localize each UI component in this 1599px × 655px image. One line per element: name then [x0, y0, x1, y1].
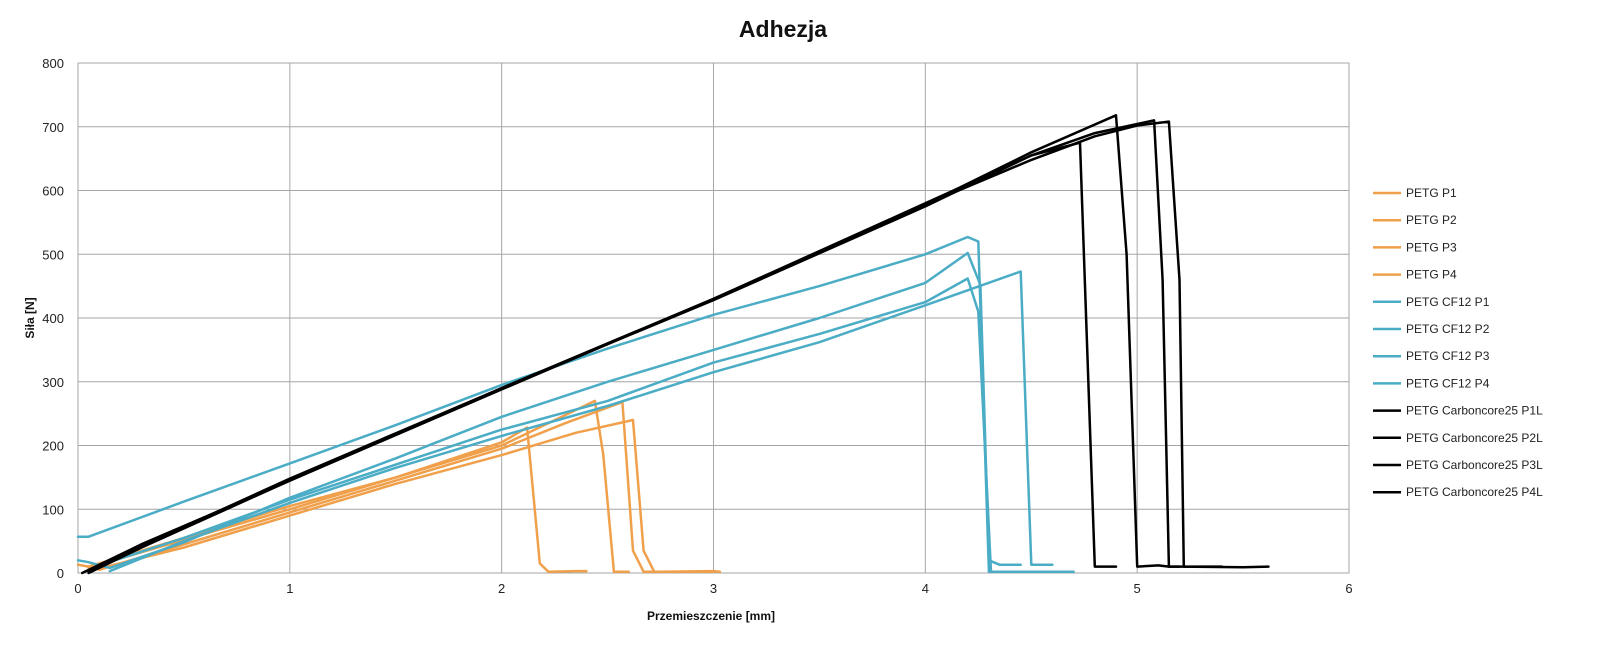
legend-item-label: PETG Carboncore25 P4L	[1406, 485, 1543, 499]
y-tick-label: 200	[42, 439, 64, 454]
y-tick-label: 100	[42, 502, 64, 517]
x-tick-label: 4	[922, 581, 929, 596]
legend-item-label: PETG Carboncore25 P1L	[1406, 404, 1543, 418]
x-tick-label: 1	[286, 581, 293, 596]
x-tick-label: 5	[1134, 581, 1141, 596]
y-tick-label: 600	[42, 184, 64, 199]
legend-item-label: PETG P2	[1406, 213, 1457, 227]
legend-item-label: PETG P4	[1406, 268, 1457, 282]
legend-item-label: PETG CF12 P2	[1406, 322, 1490, 336]
legend-item-label: PETG Carboncore25 P3L	[1406, 458, 1543, 472]
y-tick-label: 0	[57, 566, 64, 581]
legend: PETG P1 PETG P2 PETG P3 PETG P4 PETG CF12 P1…	[1373, 186, 1543, 499]
series-line-10	[87, 114, 1181, 575]
series-line-6	[76, 251, 1022, 570]
series-line-7	[97, 277, 1033, 573]
chart-title: Adhezja	[739, 16, 827, 42]
series-line-12	[87, 120, 1270, 573]
legend-item-label: PETG CF12 P3	[1406, 349, 1490, 363]
series-line-8	[108, 270, 1054, 573]
x-tick-label: 0	[74, 581, 81, 596]
series-line-4	[87, 418, 715, 573]
y-tick-label: 500	[42, 247, 64, 262]
y-tick-label: 800	[42, 56, 64, 71]
y-tick-label: 400	[42, 311, 64, 326]
series-lines	[76, 114, 1270, 575]
legend-item-label: PETG CF12 P1	[1406, 295, 1490, 309]
legend-item-label: PETG P1	[1406, 186, 1457, 200]
x-tick-label: 2	[498, 581, 505, 596]
legend-item-label: PETG CF12 P4	[1406, 376, 1490, 390]
legend-item-label: PETG P3	[1406, 240, 1457, 254]
x-tick-label: 6	[1345, 581, 1352, 596]
axis-ticks: 0 1 2 3 4 5 6 0 100 200 300 400 500 600 700 800	[42, 56, 1352, 596]
y-axis-label: Siła [N]	[23, 297, 37, 338]
x-axis-label: Przemieszczenie [mm]	[647, 609, 775, 623]
y-tick-label: 300	[42, 375, 64, 390]
y-tick-label: 700	[42, 120, 64, 135]
series-line-5	[76, 235, 1075, 573]
grid-lines	[77, 62, 1350, 574]
series-line-9	[80, 141, 1118, 575]
x-tick-label: 3	[710, 581, 717, 596]
series-line-11	[87, 119, 1224, 573]
legend-item-label: PETG Carboncore25 P2L	[1406, 431, 1543, 445]
